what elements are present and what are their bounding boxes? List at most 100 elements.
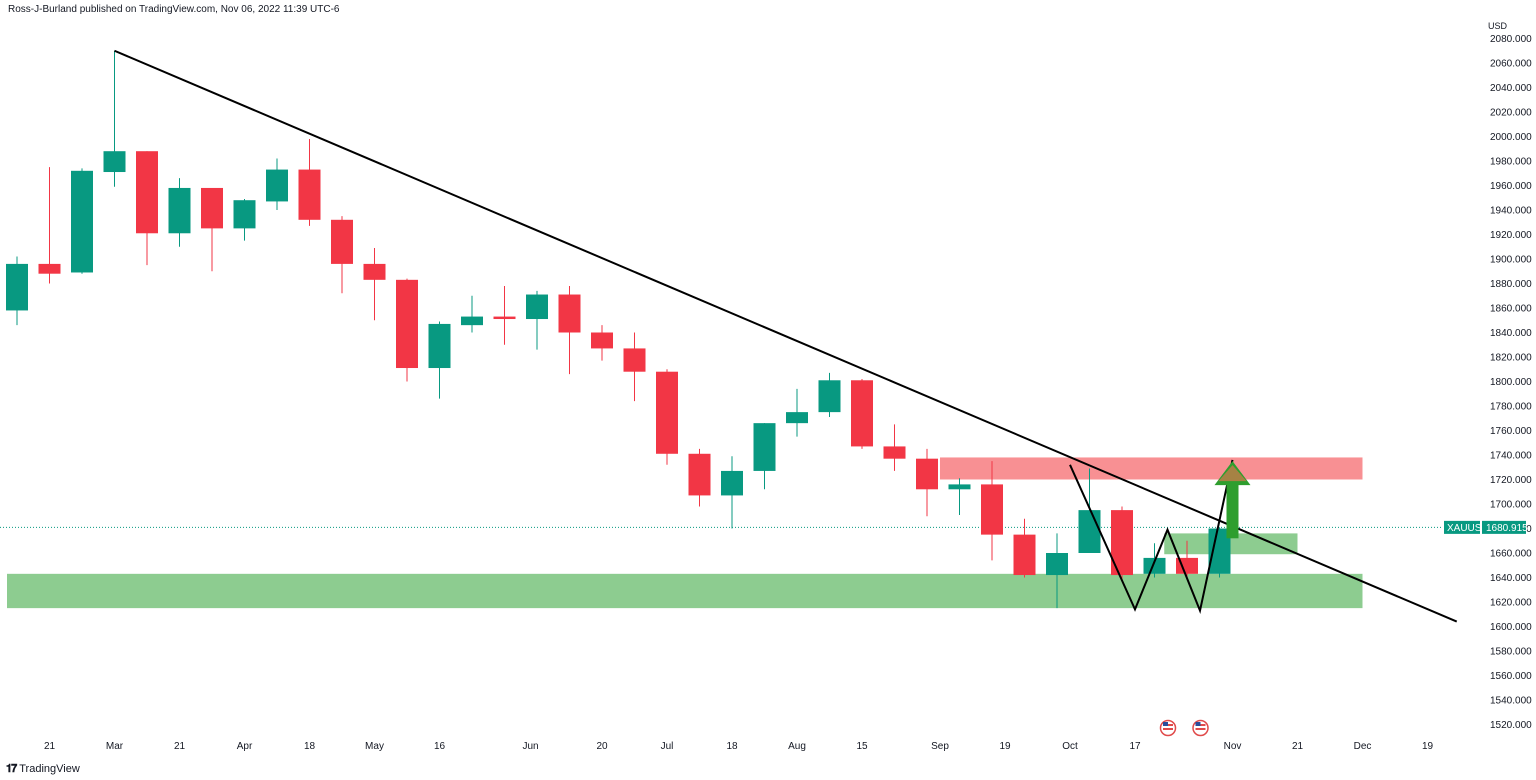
candle[interactable]	[493, 285, 516, 345]
candle-body	[493, 316, 516, 320]
candle[interactable]	[916, 448, 938, 517]
candle[interactable]	[71, 168, 93, 274]
plot-area[interactable]	[0, 49, 1458, 737]
x-tick-label: 21	[44, 741, 56, 752]
candle[interactable]	[981, 461, 1003, 561]
last-price-badge: 1680.915	[1482, 520, 1528, 534]
candle[interactable]	[38, 167, 61, 284]
y-tick-label: 1820.000	[1490, 353, 1532, 364]
symbol-badge: XAUUSD	[1444, 520, 1489, 534]
candle-body	[721, 470, 743, 496]
candle-body	[558, 294, 581, 333]
candle[interactable]	[558, 285, 581, 375]
candle-body	[331, 219, 353, 264]
y-tick-label: 1600.000	[1490, 622, 1532, 633]
candle[interactable]	[1078, 468, 1101, 553]
candle[interactable]	[396, 278, 418, 382]
x-tick-label: 19	[999, 741, 1011, 752]
y-tick-label: 2060.000	[1490, 59, 1532, 70]
candle[interactable]	[168, 178, 191, 247]
y-tick-label: 1860.000	[1490, 304, 1532, 315]
y-tick-label: 2020.000	[1490, 108, 1532, 119]
candle[interactable]	[1208, 527, 1231, 578]
candle-body	[363, 263, 386, 280]
candle[interactable]	[851, 379, 873, 449]
candle[interactable]	[6, 256, 28, 326]
candle[interactable]	[526, 290, 548, 350]
candle[interactable]	[428, 321, 451, 399]
y-tick-label: 1540.000	[1490, 696, 1532, 707]
candle[interactable]	[721, 456, 743, 529]
candle[interactable]	[461, 295, 483, 333]
arrow-head-overlay	[1218, 465, 1247, 482]
x-tick-label: Oct	[1062, 741, 1078, 752]
last-price-label: 1680.915	[1486, 523, 1528, 534]
candle[interactable]	[753, 423, 776, 490]
candle[interactable]	[103, 50, 126, 187]
y-tick-label: 2040.000	[1490, 83, 1532, 94]
y-tick-label: 1640.000	[1490, 573, 1532, 584]
arrow-shaft	[1226, 483, 1239, 539]
y-tick-label: 2080.000	[1490, 34, 1532, 45]
candle[interactable]	[623, 332, 646, 402]
x-tick-label: 18	[726, 741, 738, 752]
candle[interactable]	[786, 388, 808, 437]
candle-body	[6, 263, 28, 311]
y-tick-label: 1940.000	[1490, 206, 1532, 217]
support-zone-2	[1164, 533, 1298, 555]
candle-body	[948, 484, 971, 490]
us-flag-icon[interactable]	[1159, 719, 1177, 737]
x-tick-label: 19	[1422, 741, 1434, 752]
y-tick-label: 1880.000	[1490, 279, 1532, 290]
y-tick-label: 1720.000	[1490, 475, 1532, 486]
candle-body	[428, 323, 451, 369]
candle[interactable]	[136, 151, 158, 266]
resistance-zone-0	[940, 457, 1363, 480]
y-tick-label: 1920.000	[1490, 230, 1532, 241]
us-flag-icon[interactable]	[1192, 719, 1209, 737]
candle[interactable]	[331, 216, 353, 294]
candle-body	[883, 446, 906, 459]
candle[interactable]	[818, 372, 841, 418]
candle[interactable]	[656, 369, 678, 465]
double-bottom-pattern[interactable]	[1069, 459, 1234, 614]
candle[interactable]	[591, 325, 613, 361]
candle[interactable]	[201, 187, 223, 272]
candle[interactable]	[298, 138, 321, 226]
candle[interactable]	[1013, 518, 1036, 578]
candle[interactable]	[948, 478, 971, 516]
bullish-arrow[interactable]	[1214, 461, 1251, 539]
candle-body	[786, 412, 808, 424]
x-tick-label: Mar	[106, 741, 124, 752]
candle[interactable]	[1111, 506, 1133, 579]
y-tick-label: 1700.000	[1490, 500, 1532, 511]
publish-info: Ross-J-Burland published on TradingView.…	[8, 4, 340, 15]
candle[interactable]	[688, 448, 711, 507]
candle[interactable]	[883, 424, 906, 471]
y-tick-label: 2000.000	[1490, 132, 1532, 143]
tradingview-logo-icon: 𝟏𝟕	[6, 762, 17, 775]
x-tick-label: 21	[1292, 741, 1304, 752]
candle[interactable]	[363, 247, 386, 321]
y-tick-label: 1840.000	[1490, 328, 1532, 339]
axes: USD 2080.000 2060.000 2040.000 2020.000 2000.…	[44, 21, 1532, 752]
footer: 𝟏𝟕 TradingView	[6, 762, 80, 776]
downtrend-line[interactable]	[114, 49, 1458, 623]
x-tick-label: Sep	[931, 741, 949, 752]
candle-body	[916, 458, 938, 490]
candle-body	[981, 484, 1003, 535]
brand-name: TradingView	[19, 763, 80, 775]
candle[interactable]	[266, 158, 288, 210]
candle-body	[168, 187, 191, 234]
candle-body	[1111, 510, 1133, 576]
candle-body	[688, 453, 711, 496]
x-tick-label: Dec	[1354, 741, 1372, 752]
candle-body	[71, 170, 93, 273]
candle-body	[1143, 557, 1166, 574]
candle[interactable]	[1046, 533, 1068, 609]
x-tick-label: Nov	[1224, 741, 1242, 752]
x-tick-label: 15	[856, 741, 868, 752]
y-tick-label: 1520.000	[1490, 720, 1532, 731]
candle[interactable]	[233, 198, 256, 241]
